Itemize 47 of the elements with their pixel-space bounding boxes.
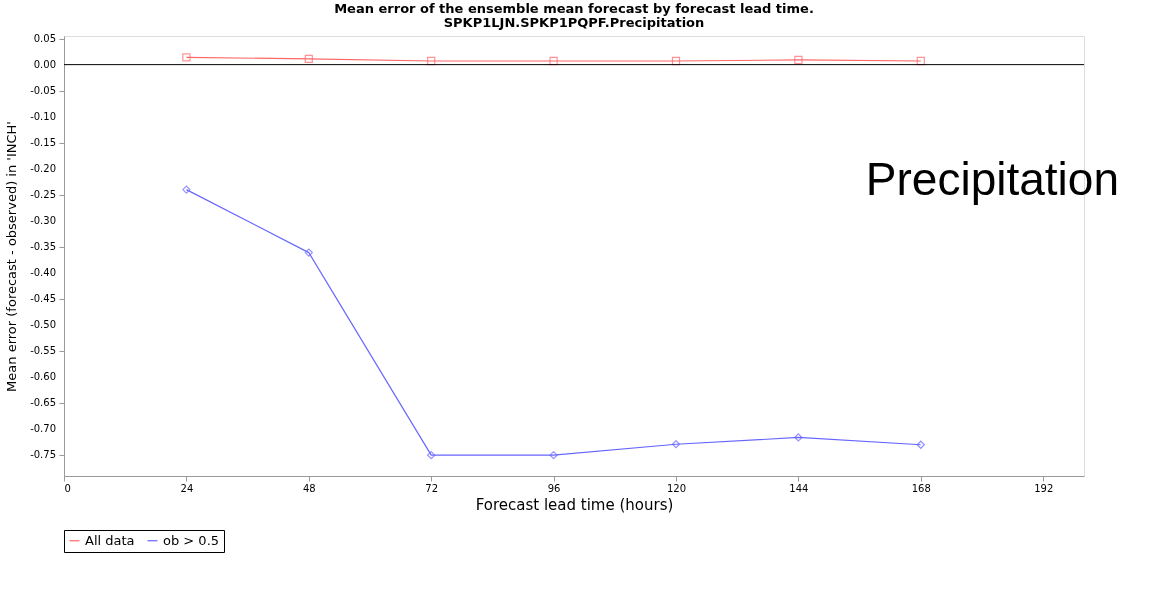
point [549,56,558,66]
x-tick-label: 96 [547,482,561,494]
point [549,451,558,460]
point [427,56,436,66]
point [916,440,925,449]
x-tick-label: 72 [425,482,439,494]
point [427,451,436,460]
annotation: Precipitation [865,153,1119,205]
x-axis-title: Forecast lead time (hours) [475,495,674,514]
point [182,53,191,62]
y-tick-label: -0.35 [30,240,56,252]
y-tick-label: -0.45 [30,292,56,304]
y-tick-label: -0.05 [30,84,56,96]
point [794,433,803,442]
legend-label: ob > 0.5 [163,532,220,548]
point [671,440,681,449]
x-tick-label: 168 [911,482,931,494]
x-tick-label: 120 [666,482,687,494]
x-tick-label: 0 [64,482,71,494]
chart-title: Mean error of the ensemble mean forecast by forecast lead time. [334,0,814,16]
legend-label: All data [85,532,135,548]
y-tick-label: -0.20 [30,162,56,174]
chart-subtitle: SPKP1LJN.SPKP1PQPF.Precipitation [443,14,705,30]
y-tick-label: -0.40 [30,266,56,278]
y-tick-label: -0.65 [30,397,56,409]
x-tick-label: 192 [1034,482,1054,494]
y-tick-label: 0.00 [33,58,56,70]
y-tick-label: -0.25 [30,188,56,200]
y-tick-label: -0.10 [30,110,56,122]
point [916,56,925,66]
y-tick-label: -0.30 [30,214,56,226]
x-tick-label: 48 [302,482,316,494]
point [794,55,803,65]
y-tick-label: -0.55 [30,345,56,357]
point [671,56,681,66]
point [182,185,191,194]
y-tick-label: -0.75 [30,449,56,461]
y-tick-label: -0.60 [30,371,56,383]
y-tick-label: -0.15 [30,136,56,148]
y-tick-label: -0.50 [30,318,56,330]
y-axis-title: Mean error (forecast - observed) in 'INCH' [4,121,19,392]
y-tick-label: -0.70 [30,423,56,435]
x-tick-label: 24 [180,482,194,494]
point [304,54,313,64]
y-tick-label: 0.05 [33,32,56,44]
x-tick-label: 144 [789,482,809,494]
point [304,248,313,257]
